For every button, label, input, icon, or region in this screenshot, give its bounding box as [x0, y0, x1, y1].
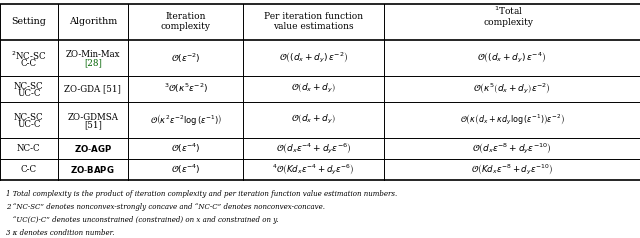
- Text: $\mathbf{ZO\text{-}AGP}$: $\mathbf{ZO\text{-}AGP}$: [74, 143, 112, 154]
- Text: UC-C: UC-C: [17, 89, 40, 98]
- Text: $\mathcal{O}\left(\kappa^5\left(d_x+d_y\right)\epsilon^{-2}\right)$: $\mathcal{O}\left(\kappa^5\left(d_x+d_y\…: [473, 82, 551, 96]
- Text: UC-C: UC-C: [17, 120, 40, 129]
- Text: $\mathcal{O}\left(\epsilon^{-4}\right)$: $\mathcal{O}\left(\epsilon^{-4}\right)$: [171, 163, 200, 176]
- Text: ${}^4\mathcal{O}\left(Kd_x\epsilon^{-4}+d_y\epsilon^{-6}\right)$: ${}^4\mathcal{O}\left(Kd_x\epsilon^{-4}+…: [273, 162, 355, 177]
- Text: $^1$Total
complexity: $^1$Total complexity: [484, 4, 534, 27]
- Text: $\mathcal{O}\left(d_x+d_y\right)$: $\mathcal{O}\left(d_x+d_y\right)$: [291, 82, 336, 95]
- Text: Algorithm: Algorithm: [68, 17, 117, 26]
- Text: 1 Total complexity is the product of iteration complexity and per iteration func: 1 Total complexity is the product of ite…: [6, 190, 397, 198]
- Text: $\mathcal{O}\left(Kd_x\epsilon^{-8}+d_y\epsilon^{-10}\right)$: $\mathcal{O}\left(Kd_x\epsilon^{-8}+d_y\…: [471, 162, 553, 177]
- Text: ZO-GDA [51]: ZO-GDA [51]: [65, 84, 121, 93]
- Text: NC-SC: NC-SC: [14, 113, 44, 122]
- Text: $\mathcal{O}\left((d_x+d_y)\,\epsilon^{-2}\right)$: $\mathcal{O}\left((d_x+d_y)\,\epsilon^{-…: [279, 51, 348, 65]
- Text: $\mathcal{O}\left(d_x+d_y\right)$: $\mathcal{O}\left(d_x+d_y\right)$: [291, 113, 336, 126]
- Text: Iteration
complexity: Iteration complexity: [161, 12, 211, 31]
- Text: [28]: [28]: [84, 59, 102, 67]
- Text: 2 “NC-SC” denotes nonconvex-strongly concave and “NC-C” denotes nonconvex-concav: 2 “NC-SC” denotes nonconvex-strongly con…: [6, 203, 325, 211]
- Text: C-C: C-C: [20, 165, 37, 174]
- Text: $\mathcal{O}\left(\epsilon^{-2}\right)$: $\mathcal{O}\left(\epsilon^{-2}\right)$: [171, 51, 200, 64]
- Text: NC-SC: NC-SC: [14, 82, 44, 91]
- Text: $\mathcal{O}\left((d_x+d_y)\,\epsilon^{-4}\right)$: $\mathcal{O}\left((d_x+d_y)\,\epsilon^{-…: [477, 51, 547, 65]
- Text: ZO-GDMSA: ZO-GDMSA: [67, 113, 118, 122]
- Text: Per iteration function
value estimations: Per iteration function value estimations: [264, 12, 363, 31]
- Text: $^2$NC-SC: $^2$NC-SC: [11, 49, 47, 62]
- Text: $\mathcal{O}\left(\kappa\left(d_x+\kappa d_y\log\left(\epsilon^{-1}\right)\right: $\mathcal{O}\left(\kappa\left(d_x+\kappa…: [460, 113, 564, 127]
- Text: $\mathcal{O}\left(d_x\epsilon^{-4}+d_y\epsilon^{-6}\right)$: $\mathcal{O}\left(d_x\epsilon^{-4}+d_y\e…: [276, 141, 351, 156]
- Text: $\mathcal{O}\left(\kappa^2\epsilon^{-2}\log\left(\epsilon^{-1}\right)\right)$: $\mathcal{O}\left(\kappa^2\epsilon^{-2}\…: [150, 112, 221, 127]
- Text: 3 κ denotes condition number.: 3 κ denotes condition number.: [6, 229, 115, 237]
- Text: [51]: [51]: [84, 120, 102, 129]
- Text: $\mathbf{ZO\text{-}BAPG}$: $\mathbf{ZO\text{-}BAPG}$: [70, 164, 115, 175]
- Text: ZO-Min-Max: ZO-Min-Max: [65, 50, 120, 59]
- Text: NC-C: NC-C: [17, 144, 40, 153]
- Text: Setting: Setting: [12, 17, 46, 26]
- Text: $\mathcal{O}\left(\epsilon^{-4}\right)$: $\mathcal{O}\left(\epsilon^{-4}\right)$: [171, 142, 200, 155]
- Text: C-C: C-C: [20, 59, 37, 68]
- Text: ${}^3\mathcal{O}\left(\kappa^5\epsilon^{-2}\right)$: ${}^3\mathcal{O}\left(\kappa^5\epsilon^{…: [164, 82, 207, 95]
- Text: “UC(C)-C” denotes unconstrained (constrained) on x and constrained on y.: “UC(C)-C” denotes unconstrained (constra…: [6, 216, 279, 224]
- Text: $\mathcal{O}\left(d_x\epsilon^{-8}+d_y\epsilon^{-10}\right)$: $\mathcal{O}\left(d_x\epsilon^{-8}+d_y\e…: [472, 141, 552, 156]
